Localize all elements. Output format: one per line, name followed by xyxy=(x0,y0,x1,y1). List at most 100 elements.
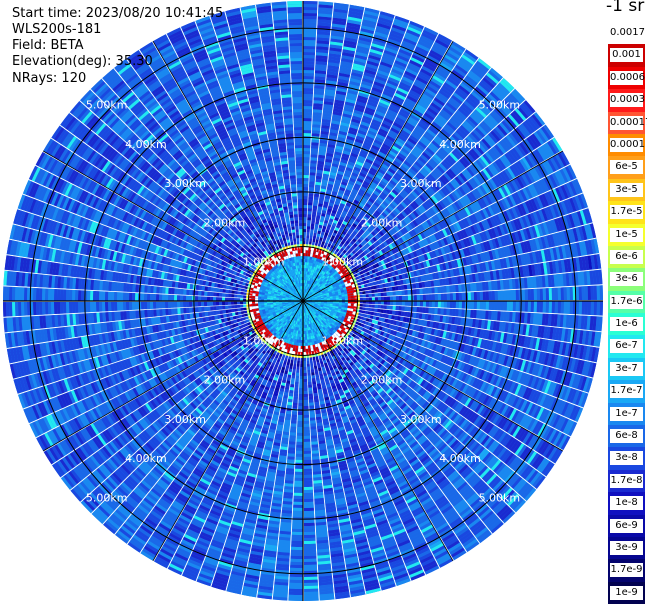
beta-gate-cell xyxy=(321,228,326,233)
beta-gate-cell xyxy=(331,23,346,29)
beta-gate-cell xyxy=(303,133,312,137)
beta-gate-cell xyxy=(384,85,397,93)
beta-gate-cell xyxy=(303,183,309,188)
beta-gate-cell xyxy=(386,305,390,310)
beta-gate-cell xyxy=(390,71,403,79)
beta-gate-cell xyxy=(304,265,307,269)
beta-gate-cell xyxy=(344,144,353,150)
beta-gate-cell xyxy=(440,286,444,294)
beta-gate-cell xyxy=(338,302,342,305)
beta-gate-cell xyxy=(455,301,459,309)
beta-gate-cell xyxy=(350,175,358,181)
beta-gate-cell xyxy=(314,88,325,93)
beta-gate-cell xyxy=(316,268,320,272)
beta-gate-cell xyxy=(303,70,315,74)
beta-gate-cell xyxy=(336,142,345,148)
beta-gate-cell xyxy=(349,78,362,84)
beta-gate-cell xyxy=(329,171,337,177)
beta-gate-cell xyxy=(309,172,316,176)
beta-gate-cell xyxy=(320,185,327,190)
beta-gate-cell xyxy=(303,163,310,167)
beta-gate-cell xyxy=(308,196,314,200)
beta-gate-cell xyxy=(315,64,327,69)
beta-gate-cell xyxy=(317,13,333,18)
beta-gate-cell xyxy=(303,36,316,41)
beta-gate-cell xyxy=(350,75,362,81)
beta-gate-cell xyxy=(494,301,499,311)
beta-gate-cell xyxy=(336,211,342,216)
beta-gate-cell xyxy=(313,94,324,98)
beta-gate-cell xyxy=(337,170,345,176)
beta-gate-cell xyxy=(317,209,322,213)
beta-gate-cell xyxy=(327,224,332,229)
beta-gate-cell xyxy=(363,72,376,79)
beta-gate-cell xyxy=(364,10,379,17)
beta-gate-cell xyxy=(344,101,356,107)
beta-gate-cell xyxy=(349,155,358,161)
beta-gate-cell xyxy=(306,262,309,266)
beta-gate-cell xyxy=(303,295,305,299)
beta-gate-cell xyxy=(569,301,574,315)
beta-gate-cell xyxy=(599,301,603,316)
beta-gate-cell xyxy=(329,50,342,55)
beta-gate-cell xyxy=(392,21,408,29)
beta-gate-cell xyxy=(312,109,323,113)
beta-gate-cell xyxy=(343,107,354,113)
beta-gate-cell xyxy=(303,129,312,134)
beta-gate-cell xyxy=(325,80,337,85)
beta-gate-cell xyxy=(372,40,386,47)
beta-gate-cell xyxy=(503,290,507,301)
beta-gate-cell xyxy=(354,183,362,189)
beta-gate-cell xyxy=(346,92,358,98)
beta-gate-cell xyxy=(476,291,481,301)
beta-gate-cell xyxy=(324,164,332,169)
beta-gate-cell xyxy=(303,192,309,197)
beta-gate-cell xyxy=(368,54,381,61)
beta-gate-cell xyxy=(333,8,348,14)
beta-gate-cell xyxy=(333,154,342,159)
ray-gap-line xyxy=(305,1,319,250)
beta-gate-cell xyxy=(307,259,310,263)
beta-gate-cell xyxy=(458,301,462,309)
beta-gate-cell xyxy=(359,297,363,301)
beta-gate-cell xyxy=(307,211,313,215)
beta-gate-cell xyxy=(303,160,310,164)
beta-gate-cell xyxy=(304,271,306,275)
beta-gate-cell xyxy=(362,19,377,26)
ray-gap-line xyxy=(313,7,366,251)
beta-gate-cell xyxy=(305,250,309,254)
beta-gate-cell xyxy=(461,292,465,301)
beta-gate-cell xyxy=(383,296,387,301)
beta-gate-cell xyxy=(357,95,369,101)
beta-gate-cell xyxy=(304,277,306,281)
beta-gate-cell xyxy=(377,292,381,297)
beta-gate-cell xyxy=(376,25,391,33)
beta-gate-cell xyxy=(318,203,324,207)
beta-gate-cell xyxy=(362,115,373,122)
beta-gate-cell xyxy=(560,287,564,301)
beta-gate-cell xyxy=(335,302,339,305)
beta-gate-cell xyxy=(369,51,382,59)
beta-gate-cell xyxy=(473,291,478,301)
beta-gate-cell xyxy=(337,133,347,139)
beta-gate-cell xyxy=(332,188,339,193)
beta-gate-cell xyxy=(458,292,462,301)
beta-gate-cell xyxy=(324,198,330,203)
beta-gate-cell xyxy=(312,112,323,116)
beta-gate-cell xyxy=(395,301,400,306)
beta-gate-cell xyxy=(318,154,326,159)
beta-gate-cell xyxy=(398,301,403,306)
beta-gate-cell xyxy=(344,303,348,306)
beta-gate-cell xyxy=(337,167,346,173)
beta-gate-cell xyxy=(322,176,329,181)
beta-gate-cell xyxy=(308,187,315,191)
beta-gate-cell xyxy=(313,100,324,104)
beta-gate-cell xyxy=(334,99,345,105)
beta-gate-cell xyxy=(311,220,316,224)
beta-gate-cell xyxy=(334,182,341,187)
beta-gate-cell xyxy=(312,263,315,267)
beta-gate-cell xyxy=(309,265,313,270)
beta-gate-cell xyxy=(377,104,388,112)
beta-gate-cell xyxy=(416,288,420,295)
beta-gate-cell xyxy=(303,295,305,299)
